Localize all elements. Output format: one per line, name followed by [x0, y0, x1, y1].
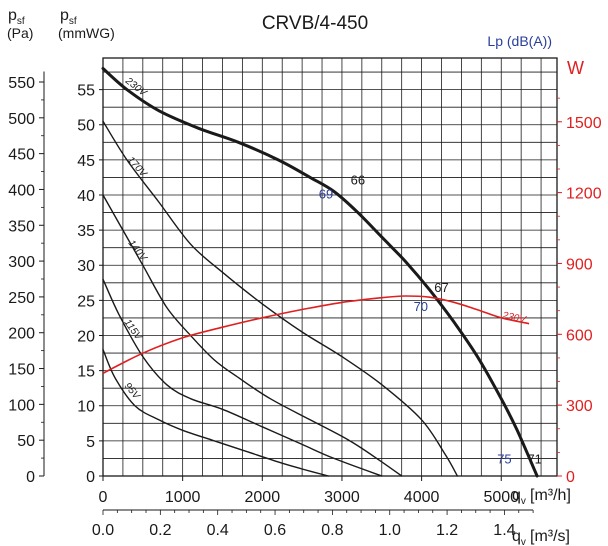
- m3s-tick-label: 1.2: [436, 522, 458, 539]
- fan-curves: 230V 170V 140V 115V 95V: [101, 67, 539, 478]
- sound-level-label: 67: [434, 280, 448, 295]
- pa-tick-label: 250: [8, 290, 35, 307]
- m3s-axis-label-unit: [m³/s]: [530, 528, 570, 545]
- m3h-tick-label: 5000: [483, 489, 519, 506]
- fan-curve-230V: [101, 67, 539, 478]
- power-curve: 230V: [102, 295, 530, 375]
- sound-level-label: 70: [414, 299, 428, 314]
- power-tick-label: 1500: [566, 115, 602, 132]
- mmwg-tick-label: 25: [77, 293, 95, 310]
- chart-title: CRVB/4-450: [262, 13, 368, 34]
- plot-frame: [102, 57, 558, 477]
- power-tick-label: 600: [566, 327, 593, 344]
- pa-tick-label: 400: [8, 182, 35, 199]
- fan-curve-140V: [102, 194, 403, 477]
- pa-tick-label: 100: [8, 397, 35, 414]
- power-tick-label: 1200: [566, 186, 602, 203]
- m3s-tick-label: 0.8: [321, 522, 343, 539]
- m3h-tick-label: 2000: [245, 489, 281, 506]
- mmwg-tick-label: 10: [77, 399, 95, 416]
- m3s-tick-label: 0.6: [264, 522, 286, 539]
- m3h-tick-label: 1000: [165, 489, 201, 506]
- fan-curve-label: 170V: [125, 155, 150, 181]
- fan-curve-170V: [102, 120, 459, 477]
- power-tick-label: 0: [566, 469, 575, 486]
- power-tick-label: 300: [566, 398, 593, 415]
- pa-axis-label-symbol: psf: [8, 7, 25, 27]
- mmwg-tick-label: 30: [77, 258, 95, 275]
- mmwg-tick-label: 5: [86, 434, 95, 451]
- mmwg-tick-label: 55: [77, 83, 95, 100]
- m3s-axis-label-symbol: qv: [512, 528, 526, 546]
- pa-tick-label: 500: [8, 111, 35, 128]
- power-curve-line: [102, 295, 530, 375]
- mmwg-tick-label: 50: [77, 118, 95, 135]
- mmwg-tick-label: 20: [77, 328, 95, 345]
- pa-axis-label-unit: (Pa): [7, 25, 33, 41]
- m3s-tick-label: 0.0: [92, 522, 114, 539]
- chart-grid: [102, 57, 558, 477]
- sound-level-label: 71: [527, 451, 541, 466]
- m3h-axis-label-symbol: qv: [512, 487, 526, 507]
- mmwg-axis-label-unit: (mmWG): [58, 25, 115, 41]
- fan-curve-label: 95V: [122, 381, 143, 403]
- mmwg-tick-label: 45: [77, 153, 95, 170]
- sound-level-label: 75: [497, 451, 511, 466]
- mmwg-tick-label: 15: [77, 364, 95, 381]
- m3h-tick-label: 0: [99, 489, 108, 506]
- pa-tick-label: 300: [8, 254, 35, 271]
- mmwg-tick-label: 35: [77, 223, 95, 240]
- power-tick-label: 900: [566, 256, 593, 273]
- sound-level-label: 66: [351, 172, 365, 187]
- power-curve-label: 230V: [500, 310, 527, 326]
- pa-tick-label: 150: [8, 362, 35, 379]
- pa-tick-label: 550: [8, 75, 35, 92]
- pa-tick-label: 0: [26, 469, 35, 486]
- pa-tick-label: 200: [8, 326, 35, 343]
- pa-tick-label: 350: [8, 218, 35, 235]
- sound-level-label: 69: [319, 187, 333, 202]
- fan-curve-95V: [102, 348, 330, 477]
- m3s-tick-label: 1.4: [493, 522, 515, 539]
- fan-curve-label: 115V: [122, 317, 145, 343]
- chart-labels: CRVB/4-450 Lp (dB(A)) W psf(Pa)psf(mmWG)…: [7, 7, 584, 546]
- fan-curve-115V: [102, 278, 383, 477]
- power-axis-title: W: [567, 58, 584, 78]
- m3h-tick-label: 4000: [404, 489, 440, 506]
- m3h-tick-label: 3000: [324, 489, 360, 506]
- chart-axes: 0510152025303540455055050100150200250300…: [8, 71, 602, 539]
- mmwg-tick-label: 0: [86, 469, 95, 486]
- mmwg-tick-label: 40: [77, 188, 95, 205]
- pa-tick-label: 450: [8, 147, 35, 164]
- m3s-tick-label: 0.2: [149, 522, 171, 539]
- m3s-tick-label: 0.4: [207, 522, 229, 539]
- m3s-tick-label: 1.0: [379, 522, 401, 539]
- fan-curve-label: 140V: [126, 238, 150, 264]
- pa-tick-label: 50: [17, 433, 35, 450]
- mmwg-axis-label-symbol: psf: [60, 7, 77, 27]
- sound-power-axis-label: Lp (dB(A)): [487, 33, 552, 49]
- m3h-axis-label-unit: [m³/h]: [530, 487, 571, 504]
